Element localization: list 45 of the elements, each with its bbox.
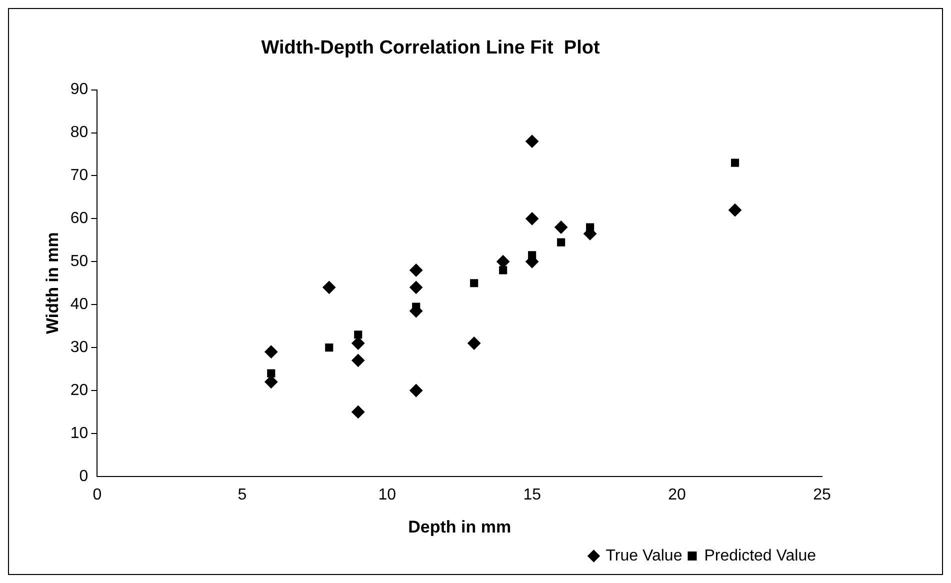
y-tick-label: 80 bbox=[70, 124, 88, 142]
legend-label: True Value bbox=[606, 547, 682, 564]
point bbox=[352, 336, 365, 350]
x-tick-label: 10 bbox=[378, 486, 396, 504]
y-tick-label: 20 bbox=[70, 382, 88, 399]
point bbox=[728, 204, 742, 217]
y-tick-label: 40 bbox=[70, 296, 88, 313]
point bbox=[264, 375, 278, 388]
y-tick-label: 30 bbox=[70, 338, 88, 356]
point bbox=[730, 158, 740, 167]
y-axis-title: Width in mm bbox=[42, 232, 62, 334]
y-tick-label: 0 bbox=[79, 468, 88, 485]
x-tick-label: 15 bbox=[523, 486, 542, 504]
point bbox=[352, 405, 365, 418]
point bbox=[526, 134, 539, 148]
x-axis-title: Depth in mm bbox=[408, 517, 512, 536]
x-tick-label: 0 bbox=[92, 486, 102, 504]
point bbox=[322, 280, 336, 294]
point bbox=[470, 279, 478, 288]
point bbox=[352, 354, 365, 367]
point bbox=[528, 251, 536, 260]
point bbox=[264, 345, 278, 358]
y-tick-label: 60 bbox=[70, 210, 88, 228]
point bbox=[410, 384, 423, 397]
x-tick-label: 25 bbox=[813, 486, 831, 504]
point bbox=[325, 344, 334, 352]
point bbox=[468, 336, 481, 350]
x-tick-label: 20 bbox=[668, 486, 686, 504]
point bbox=[526, 212, 539, 226]
y-tick-label: 10 bbox=[70, 424, 88, 442]
y-tick-label: 90 bbox=[70, 81, 88, 98]
y-tick-label: 50 bbox=[70, 253, 88, 270]
x-tick-label: 5 bbox=[238, 486, 247, 504]
point bbox=[554, 220, 568, 234]
point bbox=[499, 266, 508, 274]
point bbox=[410, 280, 423, 294]
point bbox=[410, 264, 423, 277]
point bbox=[267, 369, 276, 378]
y-tick-label: 70 bbox=[70, 167, 88, 184]
point bbox=[354, 330, 362, 339]
point bbox=[496, 255, 510, 268]
point bbox=[557, 238, 566, 246]
point bbox=[586, 223, 594, 232]
legend-label: Predicted Value bbox=[704, 547, 816, 564]
chart-title: Width-Depth Correlation Line Fit Plot bbox=[261, 38, 600, 59]
